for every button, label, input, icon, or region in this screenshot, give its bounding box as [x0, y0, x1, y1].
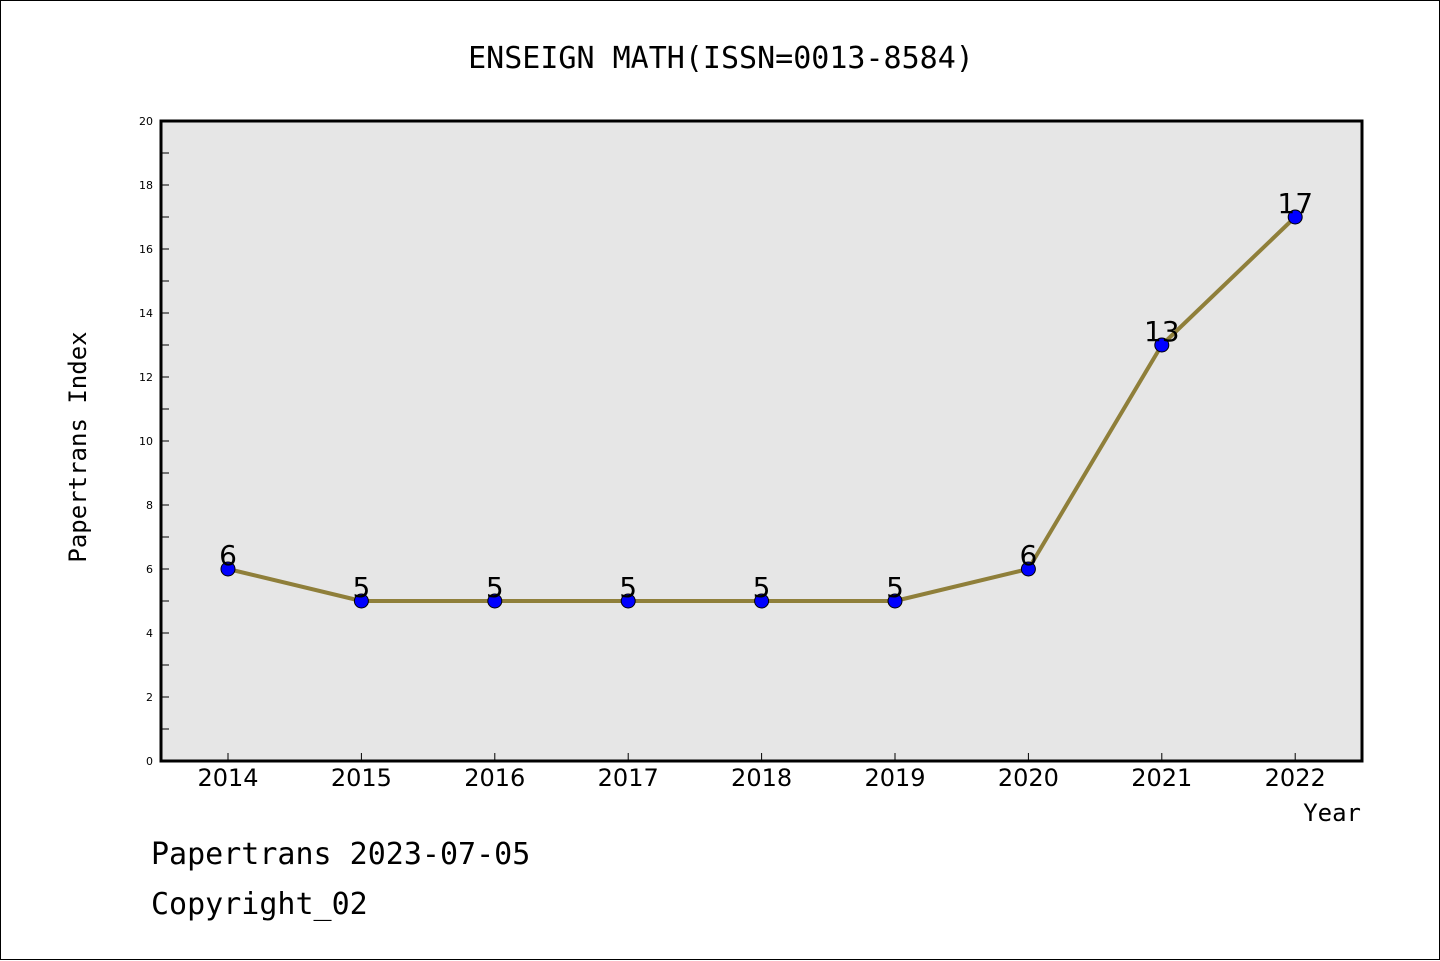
y-tick-label: 12 — [139, 371, 153, 384]
source-date-text: Papertrans 2023-07-05 — [151, 837, 531, 872]
copyright-text: Copyright_02 — [151, 887, 368, 922]
data-labels: 6 5 5 5 5 5 6 13 17 — [219, 187, 1313, 604]
y-tick-label: 0 — [146, 755, 153, 768]
data-label: 5 — [886, 571, 904, 604]
x-tick-label: 2015 — [331, 764, 392, 792]
x-tick-label: 2016 — [464, 764, 525, 792]
data-label: 5 — [352, 571, 370, 604]
y-tick-label: 8 — [146, 499, 153, 512]
plot-area — [161, 121, 1362, 761]
x-tick-label: 2021 — [1131, 764, 1192, 792]
x-axis-label: Year — [1303, 799, 1361, 827]
data-point — [1020, 561, 1036, 577]
x-tick-label: 2020 — [998, 764, 1059, 792]
data-label: 5 — [753, 571, 771, 604]
y-tick-label: 6 — [146, 563, 153, 576]
x-tick-label: 2014 — [197, 764, 258, 792]
x-tick-label: 2019 — [864, 764, 925, 792]
data-label: 13 — [1144, 315, 1180, 348]
y-tick-label: 18 — [139, 179, 153, 192]
x-axis: 2014 2015 2016 2017 2018 2019 2020 2021 2022 — [197, 753, 1326, 792]
plot-border — [159, 119, 1364, 763]
chart-title: ENSEIGN MATH(ISSN=0013-8584) — [468, 41, 974, 76]
data-label: 5 — [619, 571, 637, 604]
data-point — [1287, 209, 1303, 225]
data-point — [1154, 337, 1170, 353]
y-tick-label: 4 — [146, 627, 153, 640]
x-tick-label: 2018 — [731, 764, 792, 792]
y-axis-label: Papertrans Index — [64, 331, 92, 562]
data-label: 6 — [219, 539, 237, 572]
data-label: 17 — [1277, 187, 1313, 220]
y-tick-label: 10 — [139, 435, 153, 448]
y-tick-label: 16 — [139, 243, 153, 256]
data-point — [220, 561, 236, 577]
data-point — [887, 593, 903, 609]
data-point — [353, 593, 369, 609]
data-point — [487, 593, 503, 609]
y-tick-label: 14 — [139, 307, 153, 320]
data-point — [620, 593, 636, 609]
x-tick-label: 2022 — [1265, 764, 1326, 792]
data-point — [754, 593, 770, 609]
data-label: 5 — [486, 571, 504, 604]
data-label: 6 — [1019, 539, 1037, 572]
x-tick-label: 2017 — [598, 764, 659, 792]
y-tick-label: 2 — [146, 691, 153, 704]
y-tick-label: 20 — [139, 115, 153, 128]
series-markers — [220, 209, 1303, 609]
